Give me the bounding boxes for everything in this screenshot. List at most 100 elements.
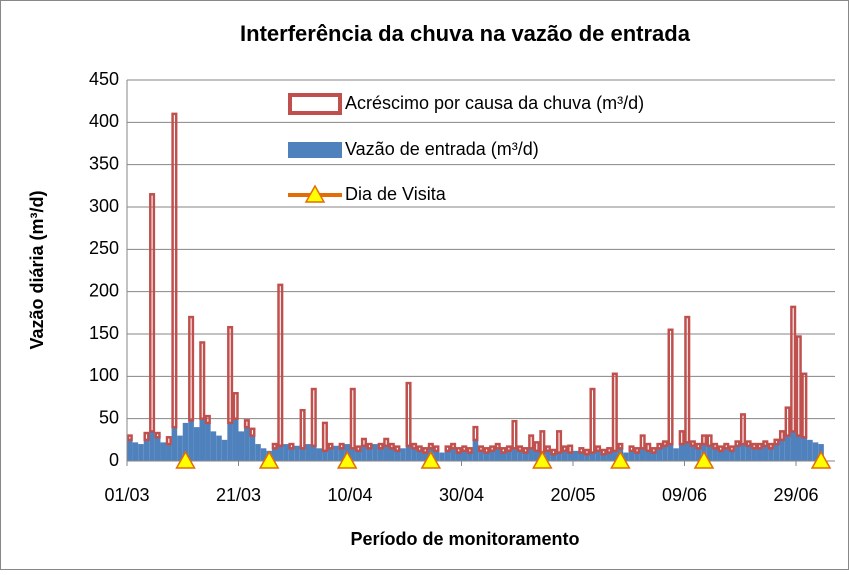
inflow-bar (188, 420, 194, 461)
rain-bar (416, 445, 423, 453)
inflow-bar (533, 450, 540, 461)
rain-bar (321, 421, 328, 453)
rain-bar (472, 425, 479, 442)
inflow-bar (623, 452, 629, 461)
inflow-bar (656, 448, 663, 461)
rain-bar (628, 445, 635, 453)
rain-bar (288, 442, 295, 450)
inflow-bar (762, 445, 769, 461)
rain-bar (377, 442, 384, 450)
inflow-bar (784, 435, 791, 461)
inflow-bar (149, 431, 155, 461)
rain-bar (773, 438, 780, 446)
y-tick-label: 350 (89, 153, 119, 173)
x-tick-label: 21/03 (216, 485, 261, 505)
inflow-bar (812, 442, 819, 461)
x-axis-label: Período de monitoramento (350, 529, 579, 549)
rain-bar (739, 413, 747, 446)
inflow-bar (801, 437, 808, 461)
inflow-bar (690, 445, 696, 461)
inflow-bar (244, 427, 250, 461)
inflow-bar (400, 448, 406, 461)
rain-bar (650, 447, 657, 454)
inflow-bar (595, 450, 601, 461)
inflow-bar (545, 450, 551, 461)
rain-bar (550, 448, 557, 456)
inflow-bar (612, 450, 618, 461)
x-tick-label: 10/04 (327, 485, 372, 505)
inflow-bar (645, 450, 652, 461)
rain-bar (611, 372, 618, 453)
rain-bar (126, 434, 133, 442)
rain-bar (405, 381, 412, 448)
inflow-bar (768, 448, 774, 461)
inflow-bar (500, 452, 507, 461)
inflow-bar (132, 442, 139, 461)
x-tick-label: 30/04 (439, 485, 484, 505)
inflow-bar (651, 452, 657, 461)
inflow-bar (600, 454, 607, 461)
rain-bar (790, 305, 797, 433)
inflow-bar (729, 450, 735, 461)
x-tick-label: 01/03 (104, 485, 149, 505)
inflow-bar (232, 418, 239, 461)
y-tick-label: 300 (89, 196, 119, 216)
inflow-bar (138, 444, 144, 461)
rain-bar (433, 445, 440, 453)
inflow-bar (522, 452, 529, 461)
inflow-bar (790, 431, 796, 461)
rain-bar (277, 283, 284, 448)
inflow-bar (561, 450, 568, 461)
rain-bar (310, 387, 317, 448)
rain-bar (734, 440, 741, 448)
rain-bar (500, 447, 507, 454)
y-tick-label: 400 (89, 111, 119, 131)
rain-bar (589, 387, 596, 454)
inflow-bar (154, 437, 161, 461)
inflow-bar (338, 448, 345, 461)
rain-bar (639, 434, 646, 450)
rain-bar (394, 445, 401, 453)
legend-swatch (304, 184, 326, 203)
rain-bar (784, 406, 791, 437)
inflow-bar (394, 450, 401, 461)
rain-bar (366, 442, 373, 450)
rain-bar (617, 442, 624, 450)
inflow-bar (455, 452, 462, 461)
inflow-bar (177, 435, 183, 461)
inflow-bar (751, 448, 757, 461)
inflow-bar (472, 439, 479, 461)
inflow-bar (550, 454, 557, 461)
inflow-bar (494, 448, 501, 461)
rain-bar (723, 442, 730, 450)
rain-bar (422, 447, 429, 454)
rain-bar (595, 445, 602, 453)
inflow-bar (377, 448, 384, 461)
rain-bar (327, 442, 334, 450)
y-tick-label: 250 (89, 238, 119, 258)
y-axis-label: Vazão diária (m³/d) (27, 190, 47, 349)
inflow-bar (310, 445, 317, 461)
inflow-bar (143, 439, 150, 461)
inflow-bar (795, 435, 802, 461)
inflow-bar (361, 445, 367, 461)
inflow-bar (411, 448, 417, 461)
rain-bar (561, 445, 568, 453)
legend-swatch (288, 142, 342, 158)
visit-marker (610, 450, 631, 469)
inflow-bar (779, 439, 785, 461)
rain-bar (728, 445, 735, 453)
inflow-bar (355, 450, 362, 461)
inflow-bar (255, 444, 261, 461)
x-tick-label: 09/06 (662, 485, 707, 505)
rain-bar (522, 447, 529, 454)
rain-bar (477, 445, 485, 453)
rain-bar (700, 434, 708, 446)
rain-bar (466, 447, 473, 454)
inflow-bar (511, 448, 518, 461)
inflow-bar (807, 439, 813, 461)
rain-bar (243, 419, 250, 429)
rain-bar (756, 442, 763, 450)
y-tick-label: 0 (109, 450, 119, 470)
rain-bar (516, 445, 524, 453)
